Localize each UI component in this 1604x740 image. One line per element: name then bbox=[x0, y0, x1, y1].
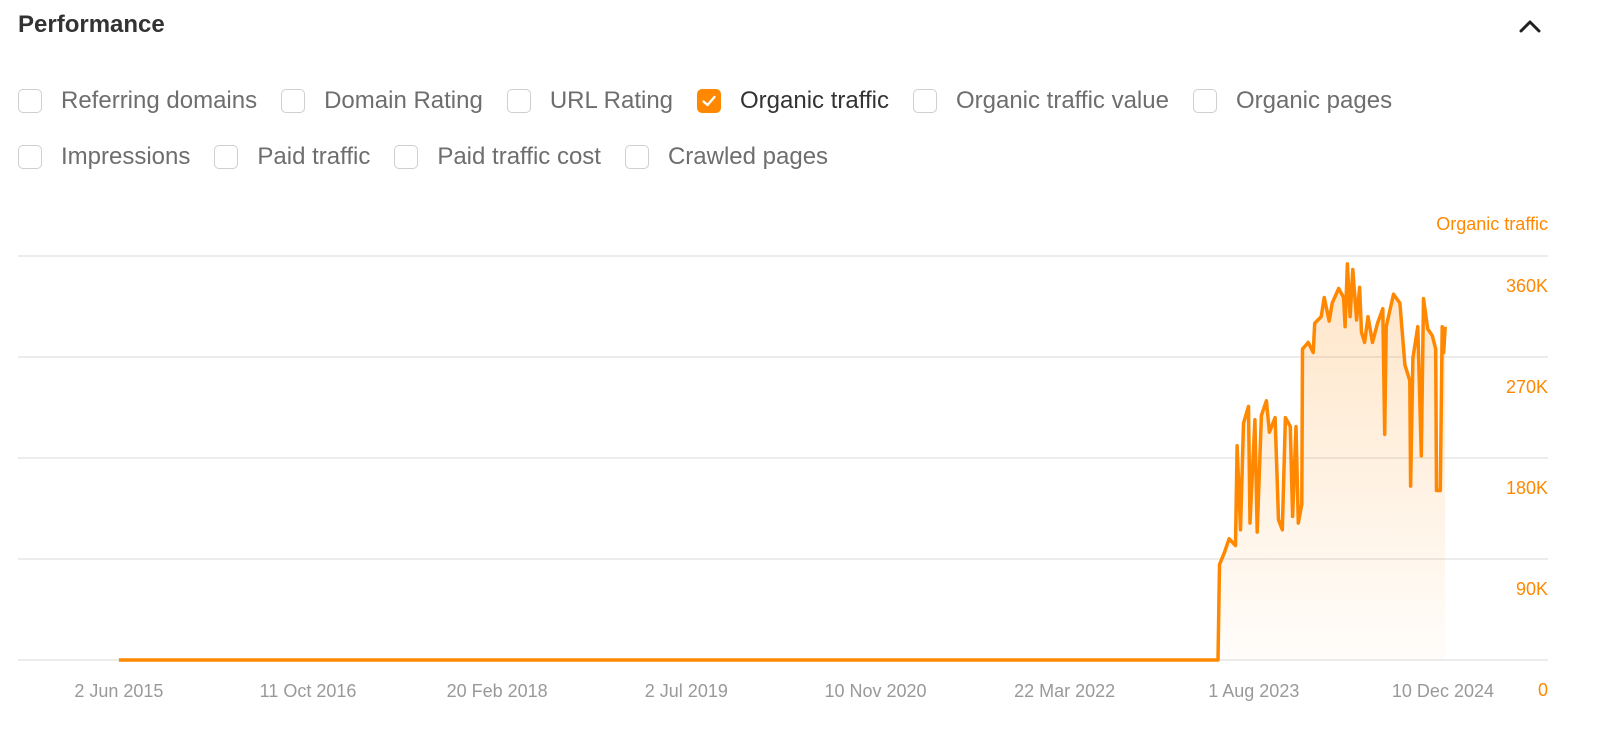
checkbox-crawled-pages[interactable]: Crawled pages bbox=[624, 143, 829, 171]
checkbox-url-rating[interactable]: URL Rating bbox=[506, 87, 674, 115]
checkbox-organic-pages[interactable]: Organic pages bbox=[1192, 87, 1393, 115]
x-tick-label: 10 Nov 2020 bbox=[824, 681, 926, 701]
y-tick-label: 0 bbox=[1538, 680, 1548, 700]
checkbox-box[interactable] bbox=[281, 89, 306, 113]
x-tick-label: 20 Feb 2018 bbox=[447, 681, 548, 701]
checkbox-box[interactable] bbox=[1192, 89, 1217, 113]
checkbox-box[interactable] bbox=[697, 89, 722, 113]
checkbox-label: Paid traffic cost bbox=[437, 143, 601, 170]
checkbox-impressions[interactable]: Impressions bbox=[18, 143, 190, 171]
x-tick-label: 11 Oct 2016 bbox=[260, 681, 357, 701]
checkbox-paid-traffic[interactable]: Paid traffic bbox=[214, 143, 370, 171]
checkbox-box[interactable] bbox=[18, 89, 42, 113]
x-tick-label: 10 Dec 2024 bbox=[1392, 681, 1494, 701]
checkbox-label: Paid traffic bbox=[257, 143, 371, 170]
checkbox-label: Crawled pages bbox=[667, 143, 829, 170]
checkbox-paid-traffic-cost[interactable]: Paid traffic cost bbox=[394, 143, 601, 171]
checkbox-domain-rating[interactable]: Domain Rating bbox=[281, 87, 483, 115]
checkbox-organic-traffic[interactable]: Organic traffic bbox=[697, 87, 889, 115]
section-title: Performance bbox=[18, 11, 165, 38]
series-area bbox=[1218, 263, 1446, 660]
checkbox-label: Domain Rating bbox=[324, 87, 483, 114]
collapse-button[interactable] bbox=[1516, 12, 1544, 40]
checkbox-label: Organic traffic value bbox=[955, 87, 1169, 114]
checkbox-label: Impressions bbox=[61, 143, 191, 170]
x-tick-label: 1 Aug 2023 bbox=[1208, 681, 1299, 701]
y-tick-label: 270K bbox=[1506, 377, 1548, 397]
series-line bbox=[118, 262, 1447, 662]
y-tick-label: 90K bbox=[1516, 579, 1548, 599]
checkbox-box[interactable] bbox=[18, 145, 42, 169]
checkbox-label: URL Rating bbox=[549, 87, 674, 114]
metric-row-1: Referring domains Domain Rating URL Rating… bbox=[18, 87, 1416, 115]
checkbox-label: Organic traffic bbox=[740, 87, 889, 114]
checkbox-box[interactable] bbox=[506, 89, 531, 113]
checkmark-icon bbox=[702, 95, 716, 107]
y-tick-label: 180K bbox=[1506, 478, 1548, 498]
checkbox-label: Referring domains bbox=[61, 87, 258, 114]
checkbox-box[interactable] bbox=[214, 145, 239, 169]
y-tick-label: 360K bbox=[1506, 276, 1548, 296]
checkbox-box[interactable] bbox=[394, 145, 419, 169]
x-tick-label: 22 Mar 2022 bbox=[1014, 681, 1115, 701]
chevron-up-icon bbox=[1519, 20, 1541, 33]
y-axis-title: Organic traffic bbox=[1436, 214, 1548, 234]
checkbox-organic-traffic-value[interactable]: Organic traffic value bbox=[912, 87, 1169, 115]
checkbox-box[interactable] bbox=[624, 145, 649, 169]
checkbox-referring-domains[interactable]: Referring domains bbox=[18, 87, 257, 115]
checkbox-label: Organic pages bbox=[1235, 87, 1393, 114]
x-tick-label: 2 Jul 2019 bbox=[645, 681, 728, 701]
x-tick-label: 2 Jun 2015 bbox=[74, 681, 163, 701]
checkbox-box[interactable] bbox=[912, 89, 937, 113]
metric-row-2: Impressions Paid traffic Paid traffic cost… bbox=[18, 143, 852, 171]
